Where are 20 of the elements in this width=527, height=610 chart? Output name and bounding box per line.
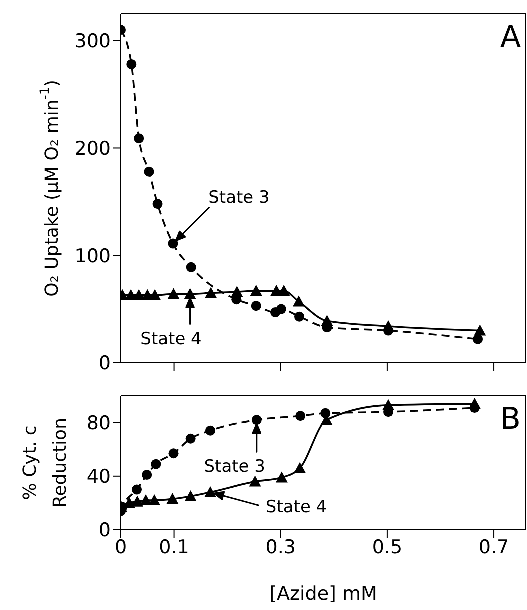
y-tick-label: 80 — [86, 412, 111, 435]
y-tick-label: 0 — [98, 352, 111, 375]
annotation: State 4 — [266, 497, 328, 518]
x-tick-label: 0.3 — [266, 536, 296, 558]
x-tick-label: 0.5 — [372, 536, 403, 558]
y-tick-label: 200 — [74, 138, 111, 160]
chart-title: B — [500, 402, 521, 437]
x-tick-label: 0.1 — [159, 536, 190, 558]
y-tick-label: 40 — [86, 466, 111, 488]
chart-title: A — [500, 20, 521, 55]
annotation: State 4 — [140, 329, 202, 350]
y-axis-title: % Cyt. c Reduction — [20, 418, 70, 508]
annotation: State 3 — [204, 457, 266, 478]
y-tick-label: 0 — [98, 520, 111, 542]
y-tick-label: 100 — [74, 245, 111, 268]
x-tick-label: 0 — [114, 536, 128, 558]
y-tick-label: 300 — [74, 30, 111, 53]
x-axis-title: [Azide] mM — [270, 583, 378, 605]
x-tick-label: 0.7 — [478, 536, 510, 558]
annotation: State 3 — [208, 188, 270, 208]
